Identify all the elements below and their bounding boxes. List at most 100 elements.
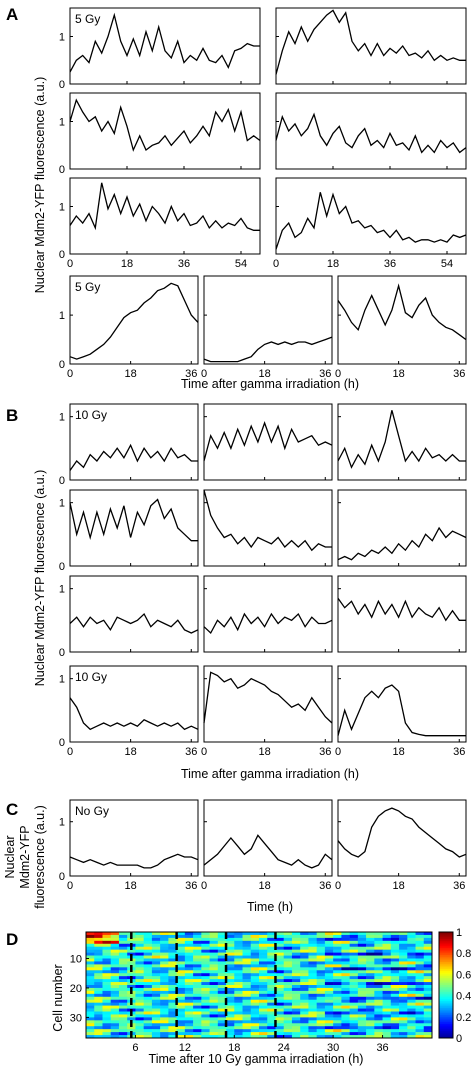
heatmap-cell (217, 979, 227, 983)
heatmap-cell (259, 1029, 268, 1033)
heatmap-cell (415, 982, 425, 986)
heatmap-cell (349, 1032, 359, 1036)
heatmap-cell (135, 1020, 144, 1024)
heatmap-cell (160, 979, 169, 983)
heatmap-cell (250, 952, 260, 956)
heatmap-cell (275, 1002, 285, 1006)
heatmap-cell (193, 987, 202, 992)
heatmap-cell (283, 1002, 293, 1006)
heatmap-cell (415, 961, 425, 965)
heatmap-cell (143, 1011, 153, 1015)
heatmap-cell (407, 976, 416, 980)
heatmap-cell (184, 1005, 194, 1009)
heatmap-cell (110, 937, 120, 942)
heatmap-cell (94, 934, 103, 939)
heatmap-cell (118, 1017, 128, 1021)
heatmap-cell (308, 955, 317, 959)
heatmap-cell (324, 987, 334, 992)
heatmap-cell (151, 973, 161, 977)
heatmap-cell (407, 993, 416, 998)
heatmap-cell (423, 1014, 433, 1018)
heatmap-cell (357, 990, 367, 995)
heatmap-cell (86, 955, 95, 959)
heatmap-cell (118, 996, 128, 1001)
heatmap-cell (160, 952, 169, 956)
heatmap-cell (423, 1011, 433, 1015)
heatmap-cell (423, 976, 433, 980)
heatmap-cell (160, 943, 169, 948)
heatmap-cell (267, 943, 276, 948)
heatmap-cell (94, 979, 103, 983)
heatmap-cell (308, 932, 317, 936)
heatmap-cell (234, 1020, 243, 1024)
heatmap-cell (324, 990, 334, 995)
ytick-label: 0 (59, 475, 65, 487)
heatmap-cell (168, 955, 177, 959)
heatmap-cell (143, 955, 153, 959)
heatmap-cell (86, 952, 95, 956)
heatmap-cell (86, 1014, 95, 1018)
heatmap-cell (324, 964, 334, 968)
heatmap-cell (176, 982, 186, 986)
heatmap-cell (366, 955, 375, 959)
heatmap-cell (291, 1035, 301, 1039)
heatmap-cell (423, 982, 433, 986)
heatmap-cell (201, 993, 210, 998)
heatmap-cell (267, 1014, 276, 1018)
heatmap-cell (209, 1011, 219, 1015)
heatmap-cell (316, 1026, 326, 1030)
heatmap-cell (316, 1020, 326, 1024)
heatmap-cell (291, 964, 301, 968)
heatmap-cell (234, 1023, 243, 1027)
heatmap-cell (118, 1035, 128, 1039)
heatmap-cell (366, 976, 375, 980)
heatmap-cell (242, 934, 252, 939)
heatmap-cell (324, 1029, 334, 1033)
heatmap-cell (160, 985, 169, 989)
heatmap-cell (283, 1035, 293, 1039)
heatmap-cell (374, 961, 383, 965)
heatmap-cell (226, 943, 235, 948)
heatmap-cell (94, 961, 103, 965)
heatmap-cell (333, 937, 342, 942)
heatmap-cell (217, 996, 227, 1001)
heatmap-cell (160, 1017, 169, 1021)
heatmap-cell (110, 1011, 120, 1015)
xtick-label: 36 (453, 746, 465, 758)
heatmap-cell (217, 985, 227, 989)
heatmap-cell (226, 1020, 235, 1024)
heatmap-cell (423, 990, 433, 995)
heatmap-cell (176, 993, 186, 998)
heatmap-cell (333, 1005, 342, 1009)
heatmap-cell (193, 999, 202, 1003)
heatmap-cell (316, 964, 326, 968)
heatmap-cell (143, 932, 153, 936)
heatmap-cell (151, 1026, 161, 1030)
heatmap-cell (423, 937, 433, 942)
heatmap-cell (300, 973, 309, 977)
heatmap-cell (399, 958, 408, 962)
heatmap-cell (390, 1002, 400, 1006)
heatmap-cell (407, 1017, 416, 1021)
heatmap-cell (135, 932, 144, 936)
heatmap-cell (374, 999, 383, 1003)
heatmap-cell (217, 1002, 227, 1006)
xtick-label: 0 (67, 746, 73, 758)
heatmap-cell (366, 990, 375, 995)
heatmap-cell (308, 1014, 317, 1018)
heatmap-cell (291, 987, 301, 992)
heatmap-cell (110, 1017, 120, 1021)
heatmap-cell (291, 970, 301, 974)
heatmap-cell (102, 946, 112, 950)
heatmap-cell (415, 940, 425, 945)
heatmap-cell (415, 958, 425, 962)
heatmap-cell (259, 993, 268, 998)
heatmap-cell (102, 970, 112, 974)
heatmap-cell (300, 1023, 309, 1027)
ytick-label: 0 (59, 647, 65, 659)
colorbar-cell (439, 1004, 453, 1007)
heatmap-cell (193, 1002, 202, 1006)
trace-C-2 (337, 807, 467, 858)
heatmap-cell (226, 946, 235, 950)
trace-B-4 (203, 489, 332, 552)
